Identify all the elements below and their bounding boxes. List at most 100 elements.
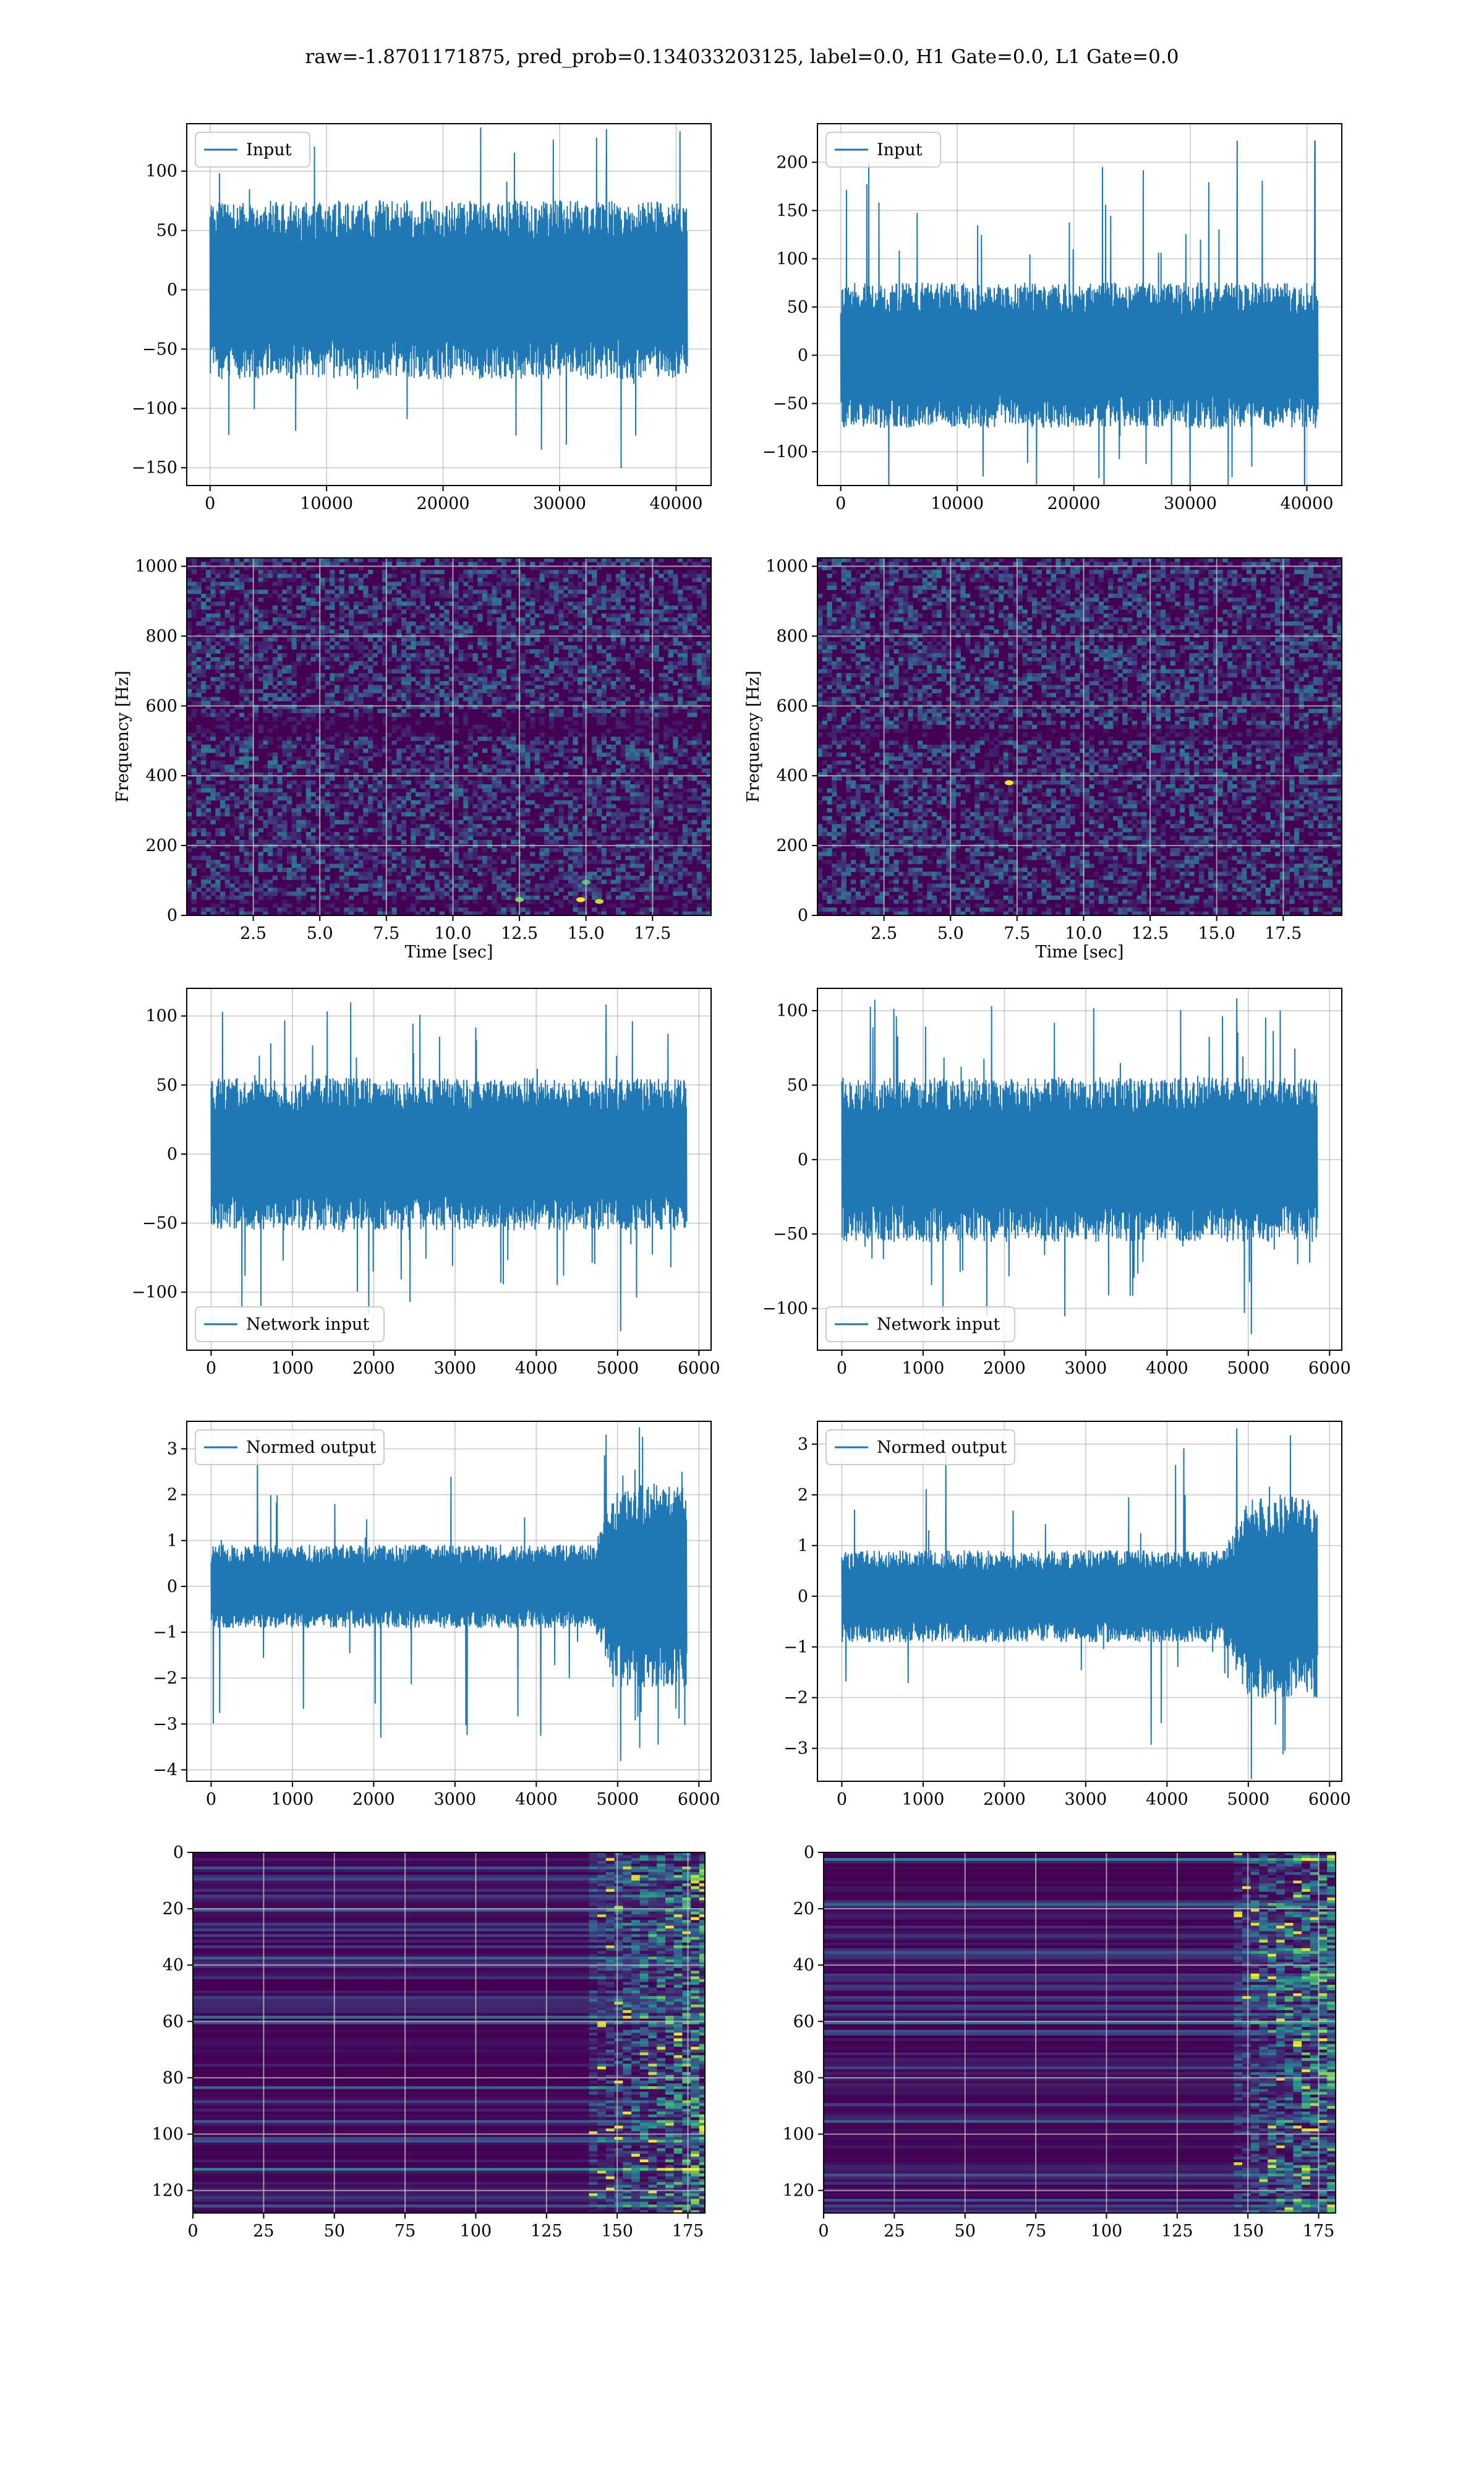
x-tick-label: 0 — [206, 1359, 216, 1378]
y-tick-label: −100 — [132, 399, 177, 418]
y-tick-label: 800 — [776, 627, 808, 646]
legend-label: Network input — [246, 1315, 369, 1334]
x-tick-label: 7.5 — [373, 924, 399, 943]
y-tick-label: 50 — [156, 221, 177, 241]
x-tick-label: 0 — [818, 2222, 829, 2241]
x-tick-label: 6000 — [1308, 1790, 1351, 1809]
y-tick-label: 0 — [167, 906, 177, 925]
legend: Normed output — [195, 1429, 385, 1465]
y-tick-label: 2 — [798, 1486, 808, 1505]
x-tick-label: 5.0 — [307, 924, 333, 943]
legend: Input — [825, 132, 941, 168]
ticks: 0 1000 2000 3000 4000 5000 6000 −3 −2 −1 0 1 2 3 — [783, 1435, 1350, 1809]
x-tick-label: 40000 — [1281, 494, 1334, 513]
y-tick-label: 100 — [145, 162, 177, 181]
x-tick-label: 6000 — [1308, 1359, 1351, 1378]
x-tick-label: 4000 — [1146, 1359, 1188, 1378]
axes-frame — [817, 988, 1342, 1351]
axes-frame — [186, 1421, 712, 1782]
y-tick-label: 1 — [167, 1531, 177, 1551]
panel-normed-output-l1: Normed output 0 1000 2000 3000 4000 5000 6000 −3… — [783, 1421, 1351, 1809]
x-tick-label: 75 — [1025, 2222, 1046, 2241]
y-tick-label: −4 — [153, 1760, 177, 1779]
x-tick-label: 50 — [955, 2222, 976, 2241]
y-tick-label: 200 — [776, 153, 808, 172]
x-tick-label: 25 — [884, 2222, 905, 2241]
series-line — [841, 998, 1318, 1335]
hot-spot — [1004, 780, 1013, 785]
panel-input-l1: Input 0 10000 20000 30000 40000 −100 −50 0 50 100 1… — [762, 123, 1342, 513]
y-tick-label: −150 — [132, 458, 177, 477]
y-tick-label: 3 — [798, 1435, 808, 1454]
y-tick-label: 0 — [798, 346, 808, 365]
x-tick-label: 5.0 — [937, 924, 964, 943]
y-tick-label: −50 — [773, 394, 808, 413]
legend: Normed output — [825, 1429, 1015, 1465]
x-tick-label: 15.0 — [1198, 924, 1235, 943]
plot-area — [187, 988, 711, 1350]
y-tick-label: 1 — [798, 1536, 808, 1556]
legend: Network input — [825, 1306, 1015, 1342]
axes-frame — [817, 1421, 1342, 1782]
grid — [193, 1852, 705, 2213]
hot-spot — [576, 897, 586, 902]
axes-frame — [186, 988, 712, 1351]
y-tick-label: 0 — [798, 1587, 808, 1606]
plot-area — [187, 124, 711, 486]
y-tick-label: 3 — [167, 1439, 177, 1458]
x-tick-label: 25 — [253, 2222, 274, 2241]
x-tick-label: 17.5 — [1264, 924, 1302, 943]
x-tick-label: 3000 — [434, 1790, 477, 1809]
y-tick-label: −1 — [153, 1623, 177, 1642]
y-tick-label: −100 — [762, 1299, 808, 1319]
x-tick-label: 40000 — [650, 494, 703, 513]
y-tick-label: 50 — [156, 1076, 177, 1095]
ticks: 0 10000 20000 30000 40000 −150 −100 −50 0 50 100 — [132, 162, 703, 513]
y-axis-label: Frequency [Hz] — [113, 670, 132, 802]
x-tick-label: 6000 — [678, 1359, 720, 1378]
series-line — [209, 127, 688, 469]
legend-label: Input — [877, 140, 923, 160]
x-tick-label: 100 — [460, 2222, 492, 2241]
plot-area — [187, 1421, 711, 1781]
x-tick-label: 20000 — [417, 494, 470, 513]
y-tick-label: 40 — [163, 1956, 184, 1975]
y-tick-label: 800 — [145, 627, 177, 646]
y-tick-label: −100 — [762, 442, 808, 461]
y-tick-label: 1000 — [135, 557, 177, 576]
x-tick-label: 100 — [1091, 2222, 1123, 2241]
y-tick-label: 0 — [798, 1150, 808, 1170]
x-tick-label: 4000 — [515, 1790, 558, 1809]
axes-frame — [823, 1852, 1336, 2214]
y-tick-label: 2 — [167, 1486, 177, 1505]
x-tick-label: 0 — [187, 2222, 198, 2241]
x-tick-label: 12.5 — [1132, 924, 1169, 943]
x-tick-label: 1000 — [271, 1359, 314, 1378]
x-tick-label: 0 — [837, 1359, 847, 1378]
axes-frame — [817, 557, 1342, 916]
y-tick-label: −50 — [773, 1225, 808, 1244]
y-tick-label: 0 — [167, 1577, 177, 1596]
series-line — [840, 140, 1319, 486]
x-tick-label: 0 — [835, 494, 846, 513]
y-tick-label: 400 — [145, 766, 177, 785]
x-tick-label: 10000 — [931, 494, 984, 513]
y-tick-label: 50 — [787, 297, 808, 317]
panel-normed-output-h1: Normed output 0 1000 2000 3000 4000 5000 6000 −4… — [153, 1421, 720, 1809]
y-tick-label: 80 — [163, 2068, 184, 2087]
plot-area — [187, 558, 711, 915]
y-tick-label: −50 — [142, 1214, 177, 1233]
grid — [824, 1852, 1336, 2213]
x-tick-label: 125 — [1161, 2222, 1193, 2241]
x-tick-label: 4000 — [1146, 1790, 1188, 1809]
x-tick-label: 0 — [837, 1790, 847, 1809]
x-tick-label: 1000 — [902, 1790, 945, 1809]
panel-input-h1: Input 0 10000 20000 30000 40000 −150 −100 −50 0 50… — [132, 123, 712, 513]
y-tick-label: −2 — [783, 1689, 808, 1708]
y-tick-label: −100 — [132, 1283, 177, 1302]
x-tick-label: 2000 — [983, 1359, 1026, 1378]
